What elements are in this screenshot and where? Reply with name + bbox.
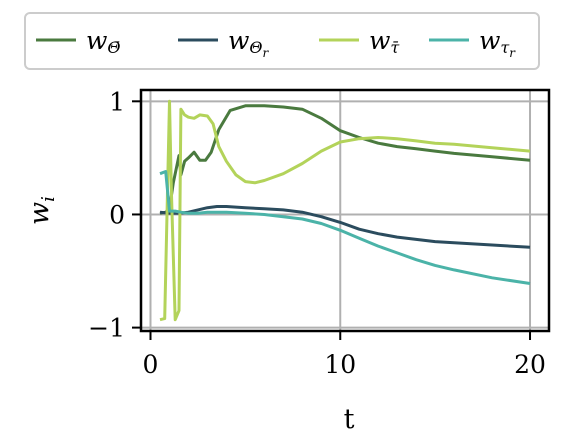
legend-label-sub: Θ̄ bbox=[107, 38, 120, 57]
legend-label-main: w bbox=[479, 26, 500, 55]
y-axis-label-main: w bbox=[24, 202, 55, 225]
series-line-4 bbox=[159, 170, 531, 285]
y-axis-label-sub: i bbox=[38, 196, 59, 202]
legend-label-subsub: r bbox=[263, 46, 270, 60]
x-tick-label: 10 bbox=[324, 350, 356, 379]
grid bbox=[141, 90, 549, 331]
series-line-1 bbox=[159, 104, 531, 215]
legend: wΘ̄ wΘr wτ̄ wτr bbox=[36, 26, 516, 60]
y-tick-label: 0 bbox=[109, 200, 125, 229]
legend-label-sub: τ bbox=[500, 38, 510, 57]
legend-entry-label: wΘr bbox=[228, 26, 270, 60]
y-tick-label: 1 bbox=[109, 87, 125, 116]
legend-entry-label: wΘ̄ bbox=[86, 26, 121, 57]
legend-entry-label: wτr bbox=[479, 26, 516, 60]
axis-ticks: 0 10 20 −1 0 1 bbox=[88, 87, 546, 379]
plot-frame bbox=[139, 88, 551, 333]
series-line-3 bbox=[159, 99, 531, 322]
legend-entry-label: wτ̄ bbox=[369, 26, 400, 57]
legend-label-main: w bbox=[228, 26, 249, 55]
y-axis-label: wi bbox=[24, 196, 59, 225]
x-axis-label: t bbox=[344, 404, 355, 435]
series-lines bbox=[159, 99, 531, 322]
x-tick-label: 20 bbox=[514, 350, 546, 379]
series-line-2 bbox=[159, 205, 531, 249]
y-tick-label: −1 bbox=[88, 314, 125, 343]
legend-label-main: w bbox=[369, 26, 390, 55]
legend-label-sub: τ̄ bbox=[390, 38, 400, 57]
legend-label-subsub: r bbox=[509, 46, 516, 60]
x-tick-label: 0 bbox=[143, 350, 159, 379]
legend-label-sub: Θ bbox=[249, 38, 262, 57]
legend-label-main: w bbox=[86, 26, 107, 55]
legend-box bbox=[24, 12, 540, 70]
